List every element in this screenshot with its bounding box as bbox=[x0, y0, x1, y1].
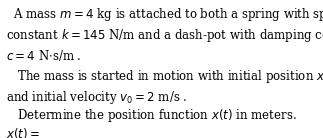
Text: constant $k = 145$ N/m and a dash-pot with damping constant: constant $k = 145$ N/m and a dash-pot wi… bbox=[6, 27, 323, 44]
Text: $c = 4$ N$\cdot$s/m .: $c = 4$ N$\cdot$s/m . bbox=[6, 48, 82, 63]
Text: $x(t) =$: $x(t) =$ bbox=[6, 126, 40, 138]
Text: and initial velocity $v_0 = 2$ m/s .: and initial velocity $v_0 = 2$ m/s . bbox=[6, 89, 188, 106]
Text: The mass is started in motion with initial position $x_0 = 2$ m: The mass is started in motion with initi… bbox=[6, 68, 323, 85]
Text: Determine the position function $x(t)$ in meters.: Determine the position function $x(t)$ i… bbox=[6, 107, 297, 124]
Text: A mass $m = 4$ kg is attached to both a spring with spring: A mass $m = 4$ kg is attached to both a … bbox=[6, 6, 323, 23]
